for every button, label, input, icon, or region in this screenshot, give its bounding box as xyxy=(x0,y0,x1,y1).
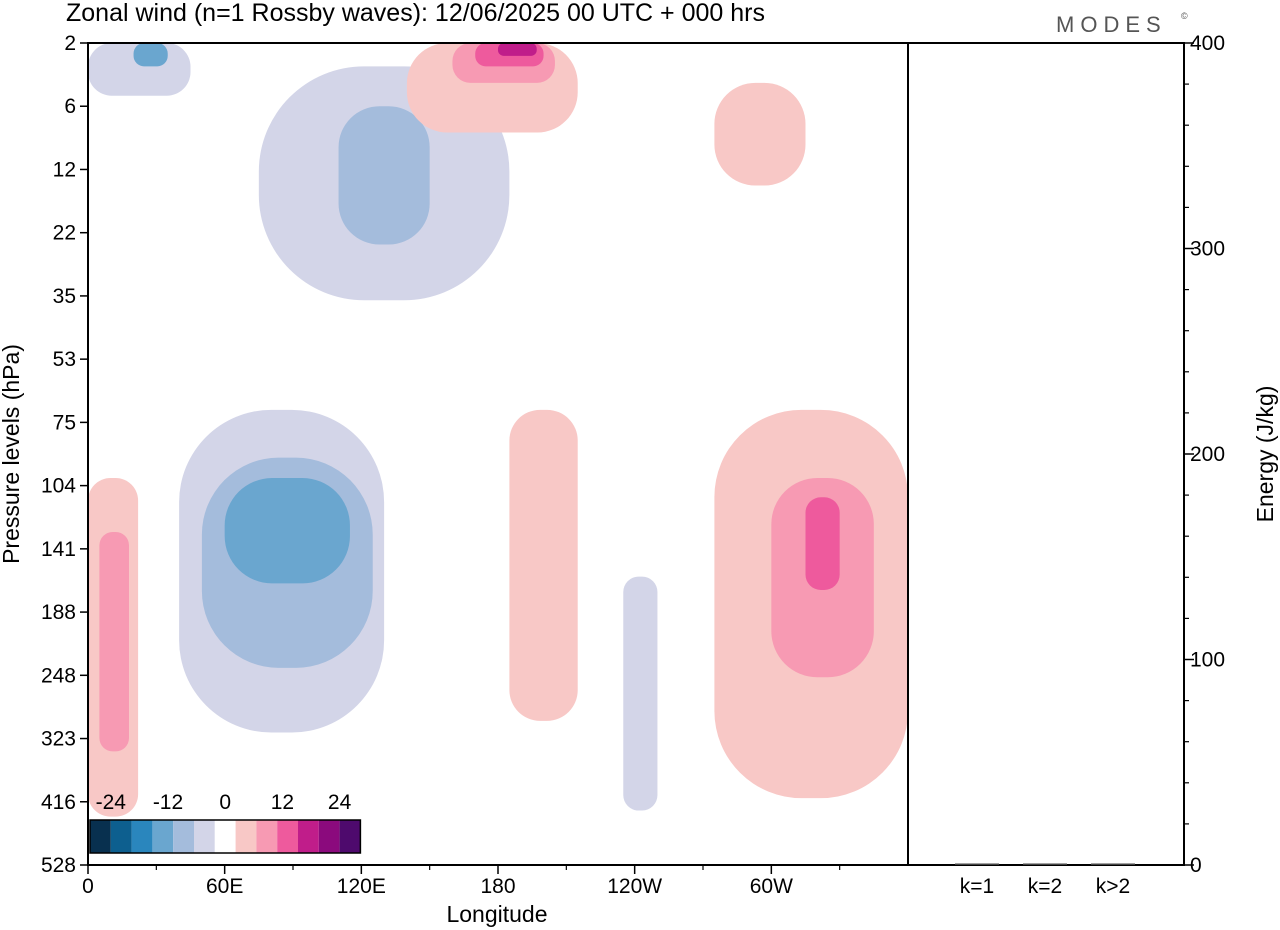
y2-axis: 0 100 200 300 400 xyxy=(1184,32,1225,877)
x-tick-label: 0 xyxy=(82,875,94,898)
y-axis-label: Pressure levels (hPa) xyxy=(0,344,24,564)
x-tick-label: 60W xyxy=(750,875,793,898)
colorbar-swatch xyxy=(90,820,111,853)
y-tick-label: 22 xyxy=(53,222,76,245)
colorbar-label: 0 xyxy=(219,791,231,814)
y2-axis-label: Energy (J/kg) xyxy=(1252,386,1278,523)
colorbar-swatch xyxy=(339,820,361,853)
contour-tropo-neg-120w xyxy=(623,576,658,811)
y-tick-label: 141 xyxy=(41,538,76,561)
contour-stratos-neg-diagonal-core xyxy=(338,106,430,245)
colorbar-swatch xyxy=(173,820,194,853)
x-tick-label: 120W xyxy=(607,875,662,898)
x-axis-label: Longitude xyxy=(446,901,547,927)
colorbar-swatch xyxy=(194,820,215,853)
y-tick-label: 75 xyxy=(53,411,76,434)
y-tick-label: 104 xyxy=(41,475,76,498)
y2-tick-label: 100 xyxy=(1190,649,1225,672)
y-tick-label: 12 xyxy=(53,158,76,181)
brand-logo: MODES xyxy=(1056,12,1167,37)
colorbar-swatch xyxy=(214,820,236,853)
colorbar-label: -24 xyxy=(96,791,127,814)
contour-upper-pos-180-peak xyxy=(498,43,537,56)
contour-upper-neg-west-core xyxy=(133,43,168,67)
colorbar-swatch xyxy=(277,820,298,853)
energy-bar xyxy=(1091,863,1135,865)
x-tick-label: 120E xyxy=(337,875,386,898)
contour-tropo-pos-0-core xyxy=(99,531,129,752)
colorbar-swatch xyxy=(110,820,132,853)
y-tick-label: 323 xyxy=(41,728,76,751)
energy-bar xyxy=(1023,863,1067,865)
y-axis: 2 6 12 22 35 53 75 104 141 188 248 323 416 528 xyxy=(41,32,88,877)
energy-bar-label: k=1 xyxy=(960,875,994,898)
y2-tick-label: 200 xyxy=(1190,443,1225,466)
y-tick-label: 2 xyxy=(64,32,76,55)
contour-tropo-neg-60e-core xyxy=(224,478,350,584)
y-tick-label: 416 xyxy=(41,791,76,814)
colorbar-swatch xyxy=(131,820,153,853)
colorbar-swatch xyxy=(152,820,174,853)
x-tick-label: 180 xyxy=(480,875,515,898)
y-tick-label: 188 xyxy=(41,601,76,624)
y-tick-label: 53 xyxy=(53,348,76,371)
energy-bar-label: k=2 xyxy=(1028,875,1062,898)
colorbar-swatch xyxy=(298,820,319,853)
energy-bar-label: k>2 xyxy=(1096,875,1130,898)
contour-field xyxy=(88,43,908,817)
contour-stratos-pos-75w xyxy=(714,82,806,186)
y2-tick-label: 0 xyxy=(1190,854,1202,877)
y-tick-label: 6 xyxy=(64,95,76,118)
colorbar-frame xyxy=(89,819,362,854)
chart-title: Zonal wind (n=1 Rossby waves): 12/06/202… xyxy=(66,0,765,27)
contour-tropo-pos-75w-core xyxy=(805,497,840,590)
colorbar-label: -12 xyxy=(153,791,183,814)
colorbar-swatch xyxy=(318,820,340,853)
energy-bar xyxy=(955,863,999,865)
colorbar-swatch xyxy=(235,820,257,853)
y2-tick-label: 300 xyxy=(1190,238,1225,261)
colorbar-swatch xyxy=(256,820,278,853)
y-tick-label: 248 xyxy=(41,664,76,687)
colorbar-legend: -24 -12 0 12 24 xyxy=(89,791,362,854)
contour-tropo-pos-190w xyxy=(509,409,578,721)
y-tick-label: 35 xyxy=(53,285,76,308)
y2-tick-label: 400 xyxy=(1190,32,1225,55)
y-tick-label: 528 xyxy=(41,854,76,877)
colorbar-label: 12 xyxy=(271,791,294,814)
x-tick-label: 60E xyxy=(206,875,243,898)
energy-bars: k=1 k=2 k>2 xyxy=(955,863,1135,898)
x-axis: 0 60E 120E 180 120W 60W xyxy=(82,865,841,898)
colorbar-label: 24 xyxy=(328,791,352,814)
brand-mark: © xyxy=(1181,11,1188,21)
